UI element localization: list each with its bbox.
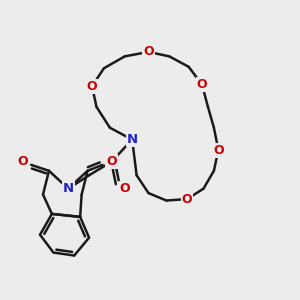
Text: O: O xyxy=(119,182,130,195)
Text: O: O xyxy=(17,155,28,168)
Text: O: O xyxy=(143,45,154,58)
Text: O: O xyxy=(182,193,193,206)
Text: N: N xyxy=(127,133,138,146)
Text: O: O xyxy=(87,80,98,93)
Text: O: O xyxy=(213,143,224,157)
Text: O: O xyxy=(106,155,117,168)
Text: O: O xyxy=(197,78,207,91)
Text: N: N xyxy=(63,182,74,195)
